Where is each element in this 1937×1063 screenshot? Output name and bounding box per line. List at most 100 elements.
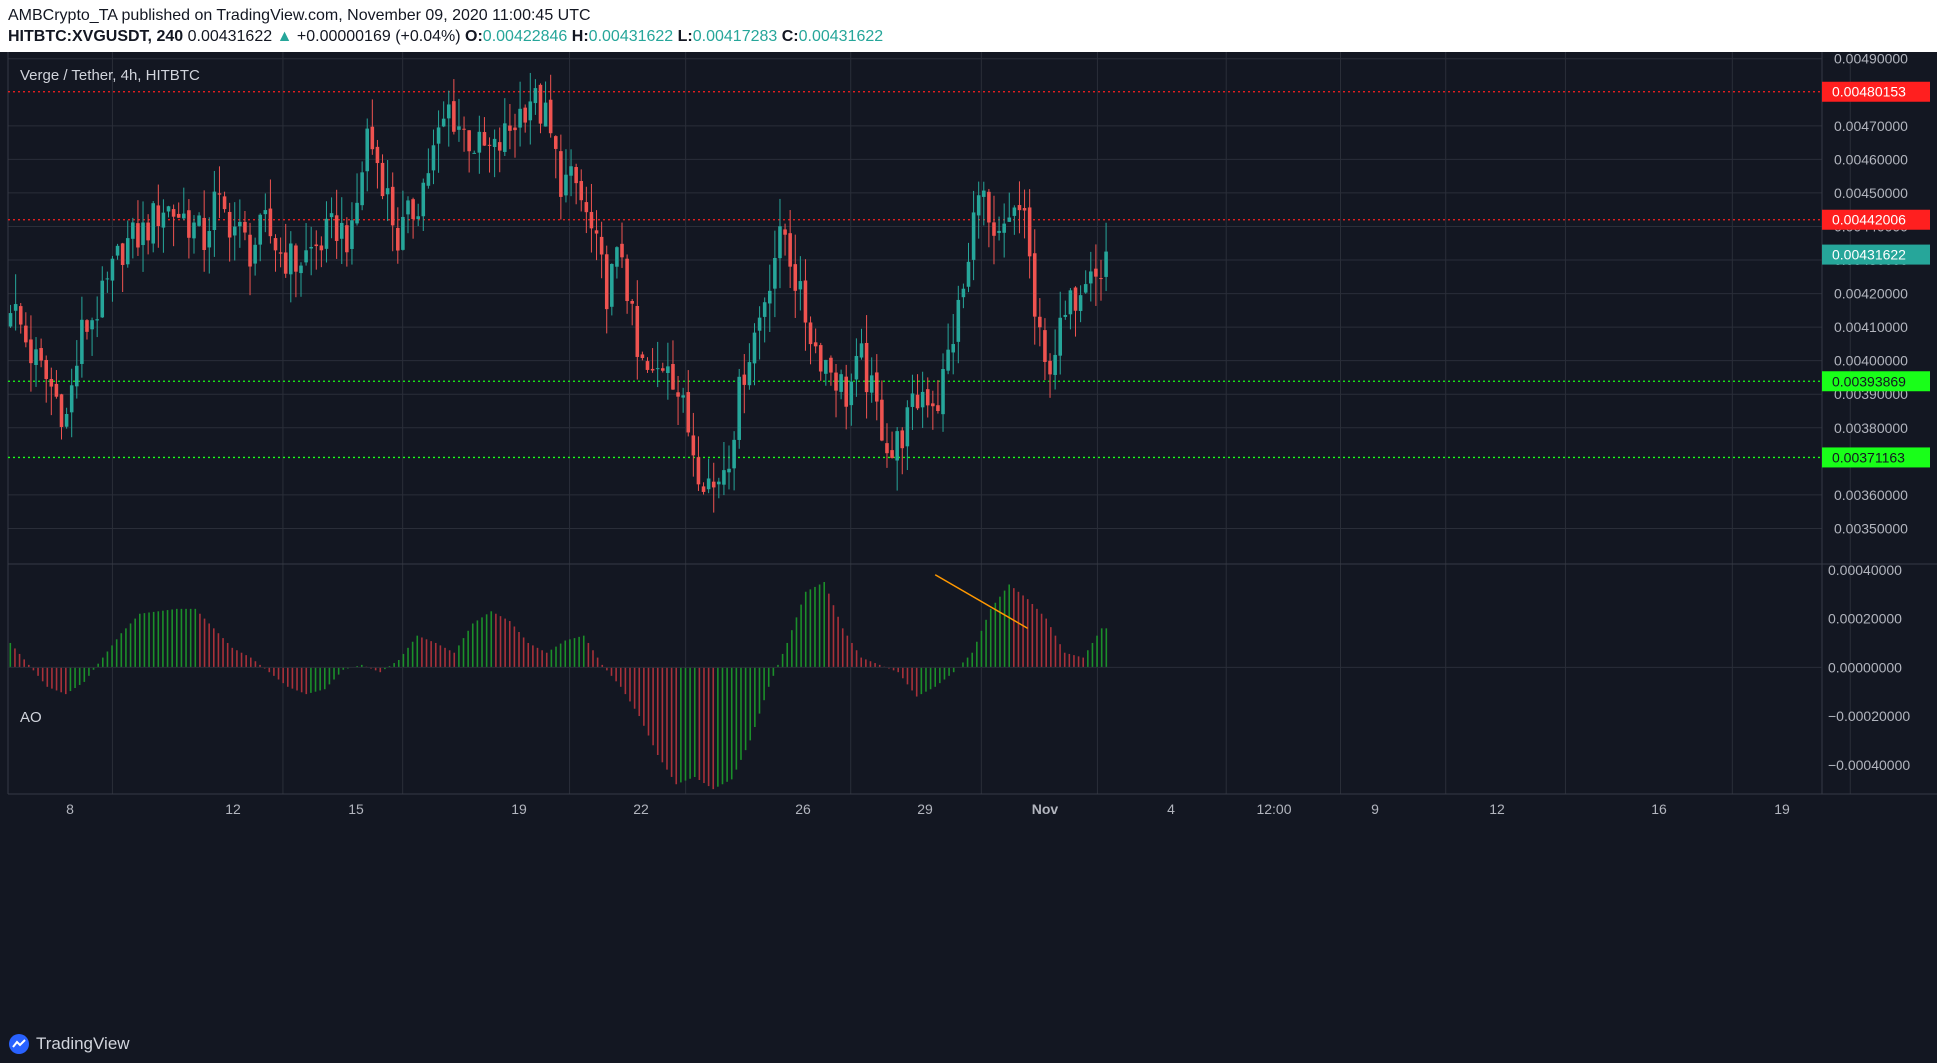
candle-body — [497, 142, 502, 151]
support-price-label: 0.00371163 — [1832, 449, 1905, 465]
candle-body — [1058, 317, 1063, 356]
candle-body — [258, 214, 263, 245]
candle-body — [294, 245, 298, 272]
time-tick-label: 9 — [1371, 801, 1379, 817]
candle-body — [182, 213, 186, 219]
candle-body — [34, 349, 38, 365]
price-tick-label: 0.00420000 — [1834, 286, 1908, 302]
time-tick-label: 4 — [1167, 801, 1175, 817]
candle-body — [477, 131, 482, 153]
candle-body — [212, 191, 217, 231]
ao-tick-label: 0.00000000 — [1828, 659, 1902, 675]
chart-canvas[interactable]: 0.00490000 0.00470000 0.00460000 0.00450000… — [0, 52, 1937, 1025]
candle-body — [711, 481, 716, 488]
candle-body — [747, 362, 752, 386]
candle-body — [390, 186, 395, 226]
candle-body — [584, 202, 589, 213]
candle-body — [610, 263, 614, 307]
candle-body — [151, 203, 156, 244]
ao-tick-label: 0.00040000 — [1828, 562, 1902, 578]
candle-body — [508, 125, 512, 131]
candle-body — [161, 212, 166, 228]
candle-body — [1089, 271, 1093, 284]
candle-body — [956, 299, 961, 342]
candle-body — [915, 394, 920, 409]
ao-tick-label: −0.00020000 — [1828, 708, 1910, 724]
candle-body — [80, 319, 84, 364]
candle-body — [813, 342, 818, 347]
candle-body — [732, 439, 736, 469]
time-tick-label: 16 — [1651, 801, 1667, 817]
candle-body — [671, 364, 675, 390]
candle-body — [533, 88, 538, 104]
candle-body — [314, 244, 319, 247]
resistance-price-label: 0.00442006 — [1832, 212, 1906, 228]
candle-body — [446, 104, 451, 119]
chart-area[interactable]: 0.00490000 0.00470000 0.00460000 0.00450000… — [0, 52, 1937, 1025]
candle-body — [553, 136, 558, 149]
candle-body — [350, 220, 354, 249]
brand-label[interactable]: TradingView — [36, 1034, 130, 1053]
candle-body — [574, 166, 578, 184]
candle-body — [890, 450, 894, 458]
candle-body — [105, 278, 110, 280]
candle-body — [844, 376, 848, 407]
candle-body — [875, 372, 879, 402]
candle-body — [518, 108, 522, 128]
candle-body — [564, 174, 568, 196]
candle-body — [360, 172, 364, 206]
candle-body — [324, 218, 329, 249]
candle-body — [1048, 360, 1052, 375]
candle-body — [268, 208, 273, 237]
candle-body — [625, 258, 629, 302]
candle-body — [482, 132, 487, 146]
candle-body — [1068, 290, 1073, 315]
price-change: +0.00000169 (+0.04%) — [296, 28, 461, 45]
candle-body — [441, 118, 446, 127]
candle-body — [630, 300, 634, 304]
candle-body — [75, 365, 79, 387]
candle-body — [620, 243, 624, 258]
candle-body — [615, 247, 619, 267]
candle-body — [824, 359, 828, 374]
candle-body — [110, 258, 115, 281]
high-label: H: — [571, 28, 589, 45]
price-tick-label: 0.00490000 — [1834, 52, 1908, 67]
candle-body — [54, 383, 59, 397]
candle-body — [971, 212, 976, 260]
candle-body — [589, 211, 594, 229]
candle-body — [1043, 330, 1047, 362]
resistance-price-label: 0.00480153 — [1832, 84, 1906, 100]
candle-body — [85, 320, 89, 332]
candle-body — [232, 226, 237, 236]
candle-body — [385, 188, 390, 195]
last-price-label: 0.00431622 — [1832, 247, 1906, 263]
candle-body — [722, 470, 726, 485]
candle-body — [289, 243, 293, 275]
ao-tick-label: 0.00020000 — [1828, 611, 1902, 627]
candle-body — [864, 342, 869, 393]
candle-body — [752, 332, 757, 364]
candle-body — [920, 391, 925, 408]
ao-indicator-title: AO — [20, 709, 42, 726]
candle-body — [798, 281, 803, 290]
candle-body — [100, 280, 105, 318]
resistance-price-tag — [1822, 81, 1930, 102]
candle-body — [370, 126, 375, 150]
candle-body — [1078, 295, 1083, 311]
arrow-up-icon: ▲ — [276, 28, 293, 45]
candle-body — [941, 368, 945, 415]
candle-body — [579, 181, 584, 201]
candle-body — [1022, 208, 1027, 211]
candle-body — [365, 128, 370, 172]
open-label: O: — [465, 28, 483, 45]
candle-body — [778, 226, 782, 259]
candle-body — [263, 210, 268, 215]
price-tick-label: 0.00450000 — [1834, 185, 1908, 201]
candle-body — [192, 222, 196, 239]
candle-body — [243, 221, 247, 233]
tradingview-logo-icon[interactable] — [8, 1033, 30, 1055]
candle-body — [757, 317, 762, 331]
candle-body — [1027, 207, 1032, 257]
candle-body — [538, 84, 543, 124]
